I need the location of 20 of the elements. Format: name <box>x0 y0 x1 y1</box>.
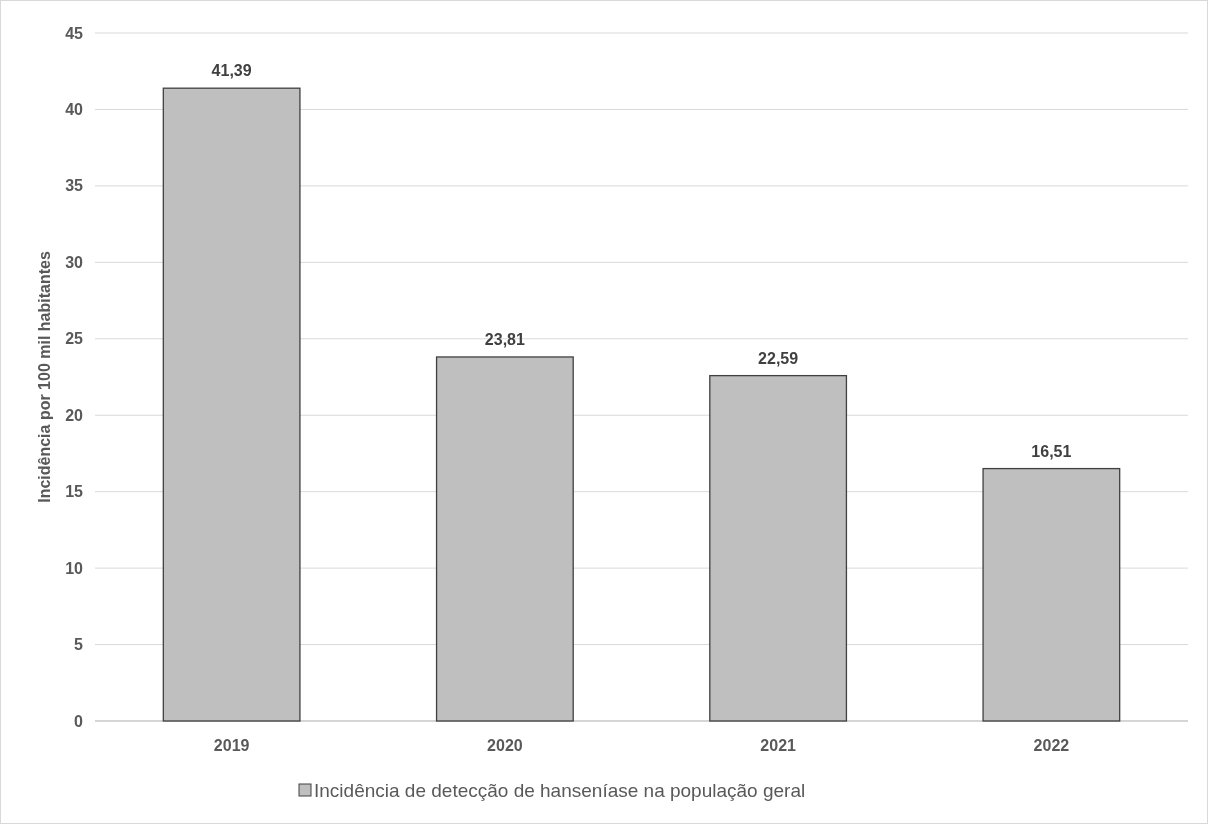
data-label: 23,81 <box>484 330 525 348</box>
data-label: 22,59 <box>758 349 799 367</box>
data-label: 41,39 <box>211 62 252 80</box>
x-tick-label: 2020 <box>487 737 523 754</box>
y-tick-label: 25 <box>65 330 84 348</box>
legend-label: Incidência de detecção de hanseníase na população geral <box>314 779 806 801</box>
y-tick-label: 0 <box>74 712 84 730</box>
x-tick-label: 2022 <box>1033 737 1070 754</box>
y-tick-label: 40 <box>65 101 84 119</box>
x-tick-label: 2019 <box>213 737 250 754</box>
x-tick-label: 2021 <box>760 737 797 754</box>
y-tick-label: 30 <box>65 253 84 271</box>
y-tick-label: 10 <box>65 559 84 577</box>
y-tick-label: 15 <box>65 483 84 501</box>
y-tick-label: 45 <box>65 24 84 42</box>
y-tick-label: 5 <box>74 636 84 654</box>
data-label: 16,51 <box>1031 442 1072 460</box>
y-tick-label: 20 <box>65 406 84 424</box>
y-tick-label: 35 <box>65 177 84 195</box>
y-axis-title: Incidência por 100 mil habitantes <box>36 251 53 503</box>
